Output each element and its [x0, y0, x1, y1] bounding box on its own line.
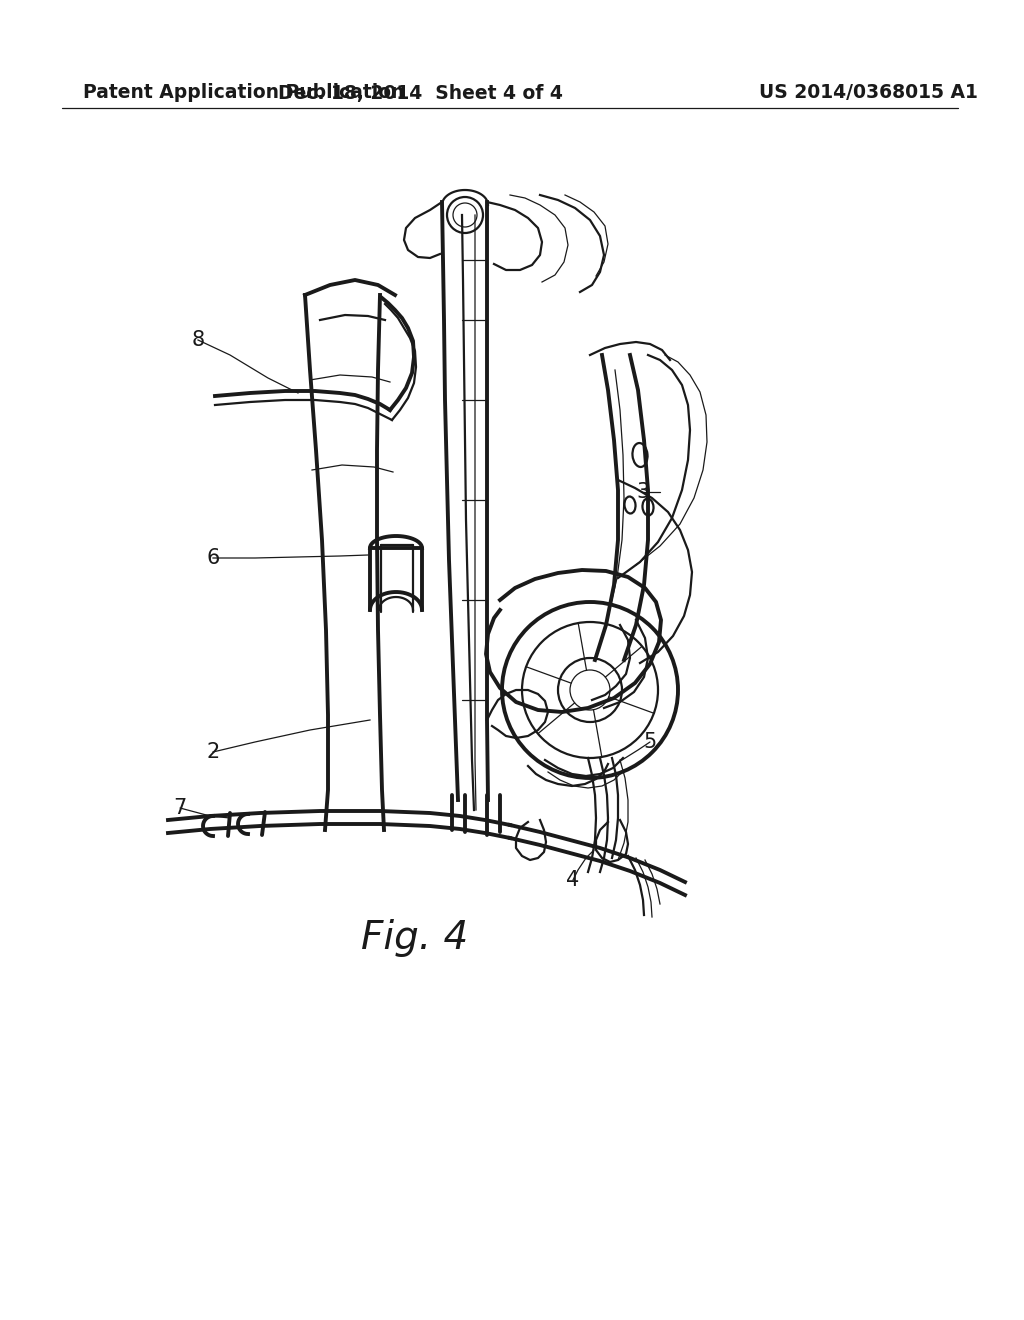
Text: 7: 7 — [173, 799, 186, 818]
Text: 8: 8 — [191, 330, 205, 350]
Text: 5: 5 — [643, 733, 656, 752]
Text: 6: 6 — [206, 548, 220, 568]
Text: Patent Application Publication: Patent Application Publication — [83, 83, 404, 103]
Text: 3: 3 — [636, 482, 649, 502]
Text: 2: 2 — [207, 742, 219, 762]
Text: Fig. 4: Fig. 4 — [361, 919, 469, 957]
Text: US 2014/0368015 A1: US 2014/0368015 A1 — [759, 83, 978, 103]
Text: Dec. 18, 2014  Sheet 4 of 4: Dec. 18, 2014 Sheet 4 of 4 — [278, 83, 562, 103]
Text: 4: 4 — [566, 870, 580, 890]
